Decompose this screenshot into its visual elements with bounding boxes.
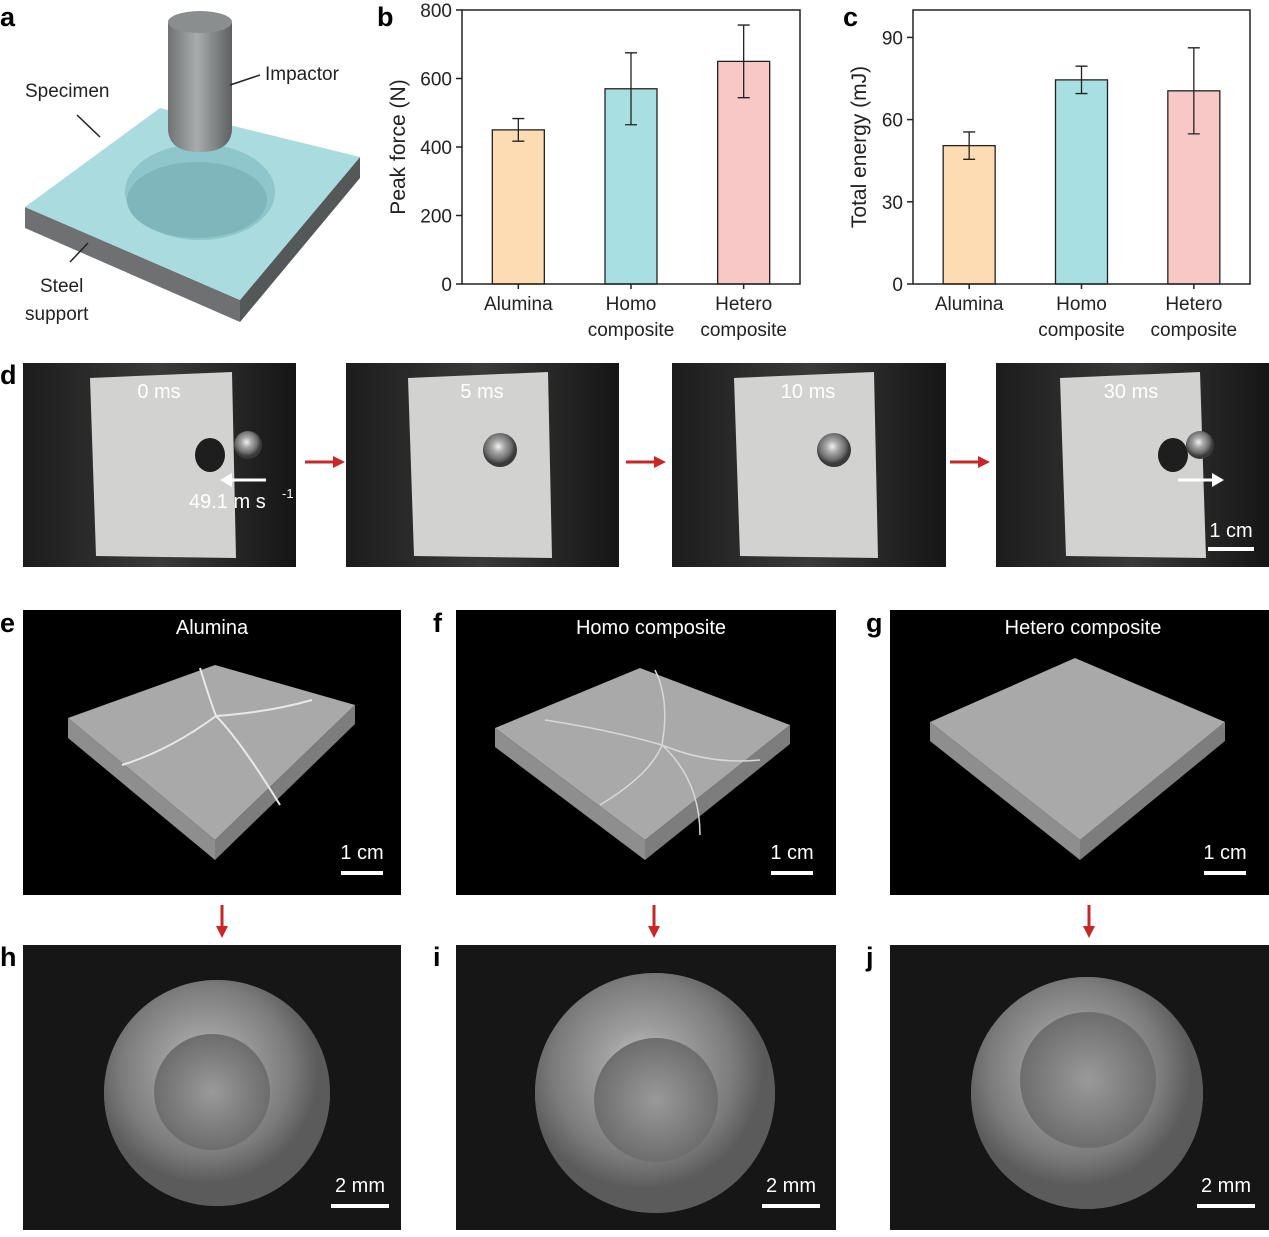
y-tick-label: 0 [892,275,903,296]
panel-label: e [0,608,15,638]
x-tick-label: Hetero composite [1151,294,1238,341]
panel-label: j [865,942,874,972]
specimen-title: Hetero composite [1005,617,1162,639]
x-tick-label: Alumina [484,294,553,315]
panel-label: d [0,360,17,390]
time-label: 5 ms [460,381,503,403]
y-tick-label: 800 [420,1,452,22]
y-tick-label: 30 [882,193,903,214]
specimen-photos [23,610,1269,938]
panel-label: c [843,2,858,32]
y-axis-label: Total energy (mJ) [848,66,871,228]
scale-label: 2 mm [335,1175,385,1197]
panel-label: a [0,2,16,32]
x-tick-label: Hetero composite [700,294,787,341]
x-tick-label: Alumina [935,294,1004,315]
panel-label: i [433,942,441,972]
x-tick-label: Homo composite [588,294,675,341]
time-label: 10 ms [781,381,835,403]
bar [717,60,771,285]
bar [942,144,996,285]
bar [491,129,545,285]
panel-label: b [377,2,394,32]
support-label: support [25,304,89,325]
y-tick-label: 90 [882,28,903,49]
scale-label: 1 cm [770,842,813,864]
scale-label: 1 cm [340,842,383,864]
velocity-superscript: -1 [282,486,294,501]
scale-label: 1 cm [1203,842,1246,864]
error-bar [1187,47,1200,135]
error-bar [963,131,976,160]
schematic [25,11,360,322]
error-bar [625,52,637,126]
y-tick-label: 400 [420,138,452,159]
impactor-photos [23,945,1269,1230]
y-tick-label: 0 [441,275,452,296]
error-bar [1075,65,1088,95]
support-label: Steel [40,276,83,297]
specimen-title: Alumina [176,617,249,639]
error-bar [737,24,750,99]
error-bar [512,117,525,142]
specimen-label: Specimen [25,81,110,102]
time-label: 30 ms [1104,381,1158,403]
panel-label: h [0,942,17,972]
panel-label: f [433,608,443,638]
scale-label: 2 mm [1201,1175,1251,1197]
y-tick-label: 60 [882,111,903,132]
time-label: 0 ms [137,381,180,403]
specimen-title: Homo composite [576,617,726,639]
bar [1054,79,1109,285]
panel-label: g [866,608,883,638]
velocity-label: 49.1 m s [189,491,266,513]
y-tick-label: 200 [420,207,452,228]
y-tick-label: 600 [420,70,452,91]
high-speed-frames [23,363,1269,567]
plot-frame [461,9,801,285]
impactor-label: Impactor [265,64,340,85]
y-axis-label: Peak force (N) [387,79,410,214]
scale-label: 1 cm [1209,520,1252,542]
plot-frame [912,9,1251,285]
scale-label: 2 mm [766,1175,816,1197]
x-tick-label: Homo composite [1038,294,1125,341]
